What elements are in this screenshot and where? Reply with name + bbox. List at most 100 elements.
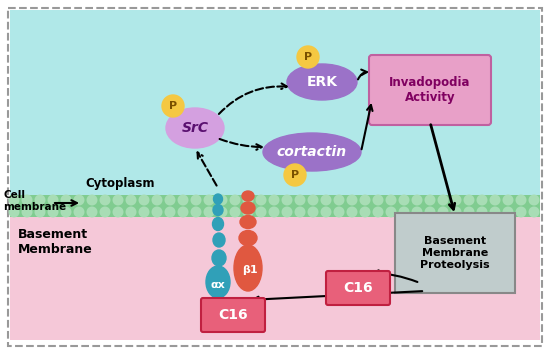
Ellipse shape — [241, 202, 255, 214]
Ellipse shape — [212, 217, 223, 230]
Circle shape — [503, 206, 514, 217]
Circle shape — [490, 194, 500, 206]
Circle shape — [476, 194, 487, 206]
Circle shape — [425, 206, 436, 217]
FancyBboxPatch shape — [395, 213, 515, 293]
Circle shape — [204, 194, 214, 206]
Circle shape — [139, 206, 150, 217]
Circle shape — [74, 194, 85, 206]
Circle shape — [282, 206, 293, 217]
Circle shape — [529, 206, 540, 217]
Circle shape — [297, 46, 319, 68]
Circle shape — [229, 206, 240, 217]
Circle shape — [476, 206, 487, 217]
Text: Basement
Membrane: Basement Membrane — [18, 228, 93, 256]
Text: P: P — [291, 170, 299, 180]
Bar — [10, 10, 540, 208]
Circle shape — [399, 206, 410, 217]
Ellipse shape — [240, 216, 256, 228]
Circle shape — [307, 206, 318, 217]
Circle shape — [490, 206, 500, 217]
Circle shape — [178, 206, 189, 217]
Text: C16: C16 — [343, 281, 373, 295]
Circle shape — [450, 194, 461, 206]
Circle shape — [372, 194, 383, 206]
Text: SrC: SrC — [182, 121, 208, 135]
Circle shape — [125, 206, 136, 217]
Circle shape — [450, 206, 461, 217]
Circle shape — [60, 194, 72, 206]
Circle shape — [125, 194, 136, 206]
Text: C16: C16 — [218, 308, 248, 322]
Circle shape — [515, 206, 526, 217]
Ellipse shape — [212, 250, 226, 266]
Circle shape — [333, 194, 344, 206]
Bar — [10, 195, 540, 217]
Text: Invadopodia
Activity: Invadopodia Activity — [389, 76, 471, 104]
Circle shape — [399, 194, 410, 206]
Circle shape — [321, 194, 332, 206]
Circle shape — [8, 206, 19, 217]
Ellipse shape — [263, 133, 361, 171]
Circle shape — [217, 194, 228, 206]
Ellipse shape — [213, 233, 225, 247]
Circle shape — [282, 194, 293, 206]
Text: Cell
membrane: Cell membrane — [3, 190, 66, 212]
Ellipse shape — [206, 266, 230, 298]
Circle shape — [360, 194, 371, 206]
Ellipse shape — [287, 64, 357, 100]
Circle shape — [529, 194, 540, 206]
Circle shape — [294, 194, 305, 206]
Circle shape — [243, 194, 254, 206]
Circle shape — [425, 194, 436, 206]
Ellipse shape — [234, 245, 262, 291]
Circle shape — [360, 206, 371, 217]
Circle shape — [515, 194, 526, 206]
Circle shape — [268, 194, 279, 206]
Circle shape — [100, 206, 111, 217]
Circle shape — [178, 194, 189, 206]
Circle shape — [229, 194, 240, 206]
Circle shape — [256, 206, 267, 217]
Circle shape — [243, 206, 254, 217]
Circle shape — [74, 206, 85, 217]
Circle shape — [35, 194, 46, 206]
Circle shape — [437, 194, 448, 206]
Circle shape — [333, 206, 344, 217]
Circle shape — [346, 206, 358, 217]
Text: cortactin: cortactin — [277, 145, 347, 159]
Circle shape — [113, 194, 124, 206]
Circle shape — [47, 206, 58, 217]
Bar — [10, 217, 540, 340]
Circle shape — [8, 194, 19, 206]
Text: Cytoplasm: Cytoplasm — [85, 177, 155, 190]
Circle shape — [321, 206, 332, 217]
Ellipse shape — [239, 230, 257, 246]
Circle shape — [307, 194, 318, 206]
Circle shape — [151, 206, 162, 217]
Text: P: P — [304, 52, 312, 62]
Circle shape — [411, 206, 422, 217]
FancyBboxPatch shape — [326, 271, 390, 305]
Text: P: P — [169, 101, 177, 111]
Text: αx: αx — [211, 280, 226, 290]
Circle shape — [386, 206, 397, 217]
Ellipse shape — [242, 191, 254, 201]
Ellipse shape — [213, 194, 223, 204]
Circle shape — [464, 194, 475, 206]
Circle shape — [100, 194, 111, 206]
Text: ERK: ERK — [306, 75, 338, 89]
Circle shape — [164, 206, 175, 217]
Circle shape — [437, 206, 448, 217]
Circle shape — [113, 206, 124, 217]
Circle shape — [190, 194, 201, 206]
Circle shape — [86, 194, 97, 206]
Circle shape — [190, 206, 201, 217]
Circle shape — [139, 194, 150, 206]
Circle shape — [503, 194, 514, 206]
Text: Basement
Membrane
Proteolysis: Basement Membrane Proteolysis — [420, 236, 490, 270]
Ellipse shape — [166, 108, 224, 148]
Circle shape — [204, 206, 214, 217]
Circle shape — [162, 95, 184, 117]
Circle shape — [217, 206, 228, 217]
